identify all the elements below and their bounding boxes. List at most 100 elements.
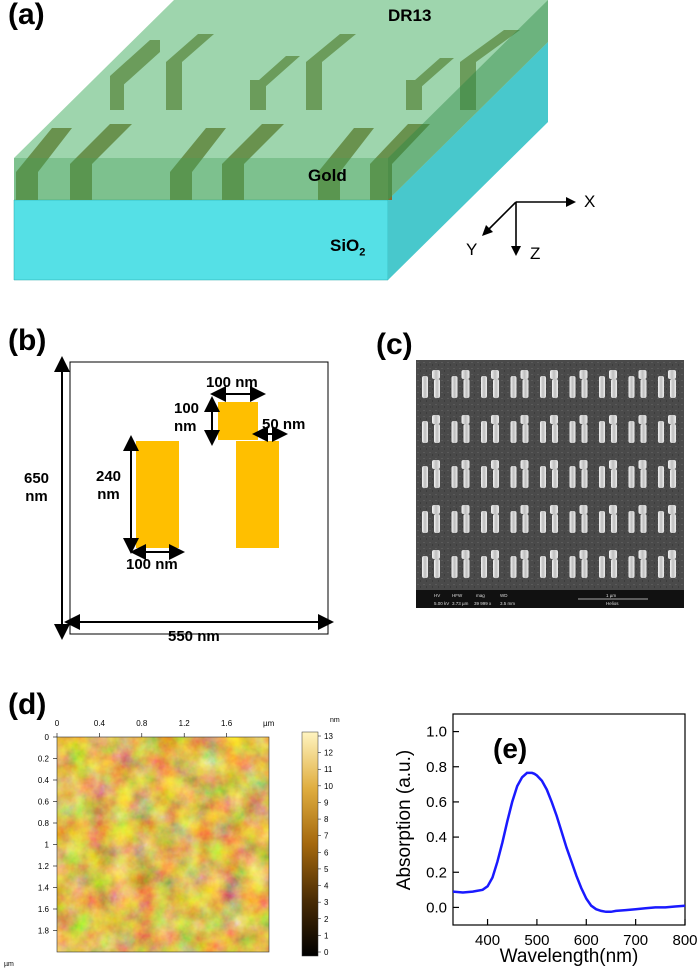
sem-rod: [670, 424, 676, 443]
sem-rod-cap: [638, 415, 647, 424]
sem-rod: [493, 469, 499, 488]
gold-bar-left: [136, 441, 179, 548]
svg-text:HV: HV: [434, 593, 440, 598]
svg-text:5.00 kV: 5.00 kV: [434, 601, 449, 606]
label-sio2: SiO2: [330, 236, 366, 259]
sem-rod: [640, 559, 647, 578]
sem-rod: [611, 424, 617, 443]
afm-colorbar-tick-label: 2: [324, 915, 329, 924]
panel-a-label: (a): [8, 0, 45, 31]
dim-label-100-vert: 100 nm: [174, 400, 200, 435]
svg-text:3.73 µm: 3.73 µm: [452, 601, 469, 606]
sem-rod: [611, 379, 617, 398]
sem-rod: [493, 424, 499, 443]
sem-rod: [628, 466, 635, 488]
axis-label-y: Y: [466, 240, 478, 259]
sem-rod: [422, 376, 428, 398]
sem-rod-cap: [491, 415, 499, 424]
panel-d-label: (d): [8, 688, 47, 721]
afm-y-tick-label: 1.6: [38, 905, 50, 914]
dim-label-50: 50 nm: [262, 416, 306, 433]
svg-text:mag: mag: [476, 593, 485, 598]
sem-rod: [552, 559, 558, 578]
panel-c-label: (c): [376, 328, 413, 361]
sem-rod: [522, 379, 529, 398]
sem-rod: [640, 424, 647, 443]
sem-rod: [599, 511, 605, 533]
sem-rod: [552, 424, 558, 443]
sem-rod-cap: [432, 460, 440, 469]
gold-block-top: [218, 402, 258, 440]
sem-infobar: [416, 590, 684, 608]
afm-y-tick-label: 1.2: [38, 862, 50, 871]
sem-rod-cap: [579, 505, 588, 514]
sem-rod-cap: [579, 415, 588, 424]
afm-colorbar-unit: nm: [330, 717, 340, 724]
svg-text:1 µm: 1 µm: [606, 593, 616, 598]
panel-e-label: (e): [493, 733, 527, 764]
sem-rod-cap: [668, 505, 676, 514]
sem-rod-cap: [432, 415, 440, 424]
sem-rod-cap: [609, 415, 617, 424]
sem-rod: [451, 466, 458, 488]
sem-rod: [463, 559, 470, 578]
sem-rod-cap: [491, 370, 499, 379]
sem-rod-cap: [520, 370, 529, 379]
sem-rod-cap: [550, 460, 558, 469]
afm-colorbar-tick-label: 12: [324, 749, 333, 758]
sem-rod: [670, 514, 676, 533]
sem-rod: [510, 556, 517, 578]
sem-rod: [481, 556, 487, 578]
afm-x-tick-label: 0: [55, 719, 60, 728]
sem-rod: [581, 514, 588, 533]
sem-rod: [540, 376, 546, 398]
dim-label-550: 550 nm: [168, 628, 220, 645]
svg-text:WD: WD: [500, 593, 508, 598]
sem-rod: [581, 559, 588, 578]
sem-rod-cap: [491, 460, 499, 469]
plot-frame: [452, 713, 686, 926]
sem-rod-cap: [461, 550, 470, 559]
sem-rod: [510, 466, 517, 488]
sem-rod: [599, 466, 605, 488]
sem-rod-cap: [520, 460, 529, 469]
sem-rod: [670, 379, 676, 398]
sem-rod-cap: [638, 460, 647, 469]
sem-infobar-text: HV HFW mag WD 1 µm 5.00 kV 3.73 µm 39 99…: [434, 593, 619, 606]
dr13-film-top: [14, 0, 548, 200]
sem-rod: [599, 421, 605, 443]
sem-rod-cap: [520, 550, 529, 559]
sem-nanostructure-array: [422, 370, 676, 578]
sem-rod: [463, 469, 470, 488]
afm-x-tick-label: 0.8: [136, 719, 148, 728]
sem-rod: [434, 424, 440, 443]
sem-rod-cap: [520, 505, 529, 514]
sem-rod-cap: [432, 550, 440, 559]
afm-colorbar-tick-label: 1: [324, 931, 329, 940]
sem-rod-cap: [432, 505, 440, 514]
sem-rod-cap: [491, 550, 499, 559]
sem-rod-cap: [550, 415, 558, 424]
sem-rod-cap: [668, 370, 676, 379]
sem-rod: [628, 421, 635, 443]
sem-rod: [658, 466, 664, 488]
sem-rod: [540, 421, 546, 443]
dim-label-650: 650 nm: [24, 470, 50, 505]
sem-rod-cap: [491, 505, 499, 514]
sem-rod: [658, 556, 664, 578]
sem-rod-cap: [638, 370, 647, 379]
sem-rod: [422, 556, 428, 578]
svg-text:Helios: Helios: [606, 601, 619, 606]
label-gold: Gold: [308, 166, 347, 185]
sem-rod: [628, 556, 635, 578]
sem-rod: [510, 511, 517, 533]
afm-colorbar-tick-label: 6: [324, 848, 329, 857]
absorption-chart: 400 500 600 700 800 0.0 0.2 0.4 0.6 0.8 1.0 (e) Wa…: [394, 713, 698, 967]
sem-rod-cap: [550, 505, 558, 514]
y-axis-label: Absorption (a.u.): [394, 750, 415, 890]
y-tick-label: 0.2: [426, 864, 447, 881]
afm-colorbar-tick-label: 4: [324, 882, 329, 891]
x-tick-label: 600: [574, 932, 599, 949]
sem-rod: [569, 466, 576, 488]
sem-rod: [640, 514, 647, 533]
